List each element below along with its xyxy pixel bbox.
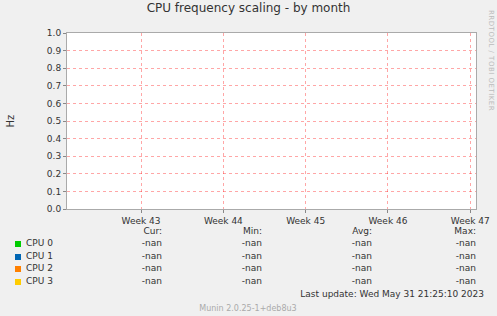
html-text:-nan: -nan [241, 250, 262, 261]
html-text:-nan: -nan [351, 263, 372, 273]
svg-text:0.5: 0.5 [47, 116, 61, 126]
html-text:-nan: -nan [351, 275, 372, 286]
svg-text:Hz: Hz [5, 115, 16, 128]
html-text:Last update: Wed May 31 21:25:: Last update: Wed May 31 21:25:10 2023 [300, 289, 484, 299]
html-text:CPU 2: CPU 2 [26, 263, 53, 273]
html-text:CPU 3: CPU 3 [26, 275, 53, 286]
html-text:-nan: -nan [455, 275, 476, 286]
svg-text:Week 43: Week 43 [122, 216, 161, 226]
svg-text:0.9: 0.9 [47, 46, 62, 56]
svg-text:0.2: 0.2 [47, 169, 61, 179]
html-text:-nan: -nan [455, 250, 476, 261]
html-text:-nan: -nan [455, 238, 476, 248]
html-text:CPU 0: CPU 0 [26, 238, 53, 248]
html-text:-nan: -nan [351, 238, 372, 248]
svg-text:0.4: 0.4 [47, 134, 62, 144]
svg-text:Week 44: Week 44 [204, 216, 243, 226]
svg-text:0.1: 0.1 [47, 187, 61, 197]
html-text:-nan: -nan [241, 263, 262, 273]
html-text:Max:: Max: [454, 226, 476, 236]
html-text:Cur:: Cur: [143, 226, 162, 236]
html-text:-nan: -nan [141, 275, 162, 286]
html-text:-nan: -nan [351, 250, 372, 261]
svg-text:0.7: 0.7 [47, 81, 61, 91]
html-text:RRDTOOL / TOBI OETIKER: RRDTOOL / TOBI OETIKER [487, 10, 495, 112]
html-text:-nan: -nan [141, 238, 162, 248]
svg-text:Week 45: Week 45 [286, 216, 325, 226]
html-text:Avg:: Avg: [352, 226, 372, 236]
svg-text:0.6: 0.6 [47, 99, 62, 109]
svg-text:0.0: 0.0 [47, 204, 62, 214]
html-text:CPU 1: CPU 1 [26, 250, 53, 261]
html-text:-nan: -nan [141, 250, 162, 261]
svg-text:CPU frequency scaling - by mon: CPU frequency scaling - by month [147, 1, 351, 15]
svg-text:0.8: 0.8 [47, 63, 62, 73]
html-text:Munin 2.0.25-1+deb8u3: Munin 2.0.25-1+deb8u3 [199, 304, 297, 313]
svg-text:Week 46: Week 46 [368, 216, 407, 226]
svg-text:Week 47: Week 47 [451, 216, 490, 226]
html-text:-nan: -nan [241, 275, 262, 286]
html-text:-nan: -nan [241, 238, 262, 248]
html-text:-nan: -nan [455, 263, 476, 273]
svg-text:0.3: 0.3 [47, 151, 61, 161]
html-text:-nan: -nan [141, 263, 162, 273]
svg-text:1.0: 1.0 [47, 28, 62, 38]
html-text:Min:: Min: [243, 226, 262, 236]
